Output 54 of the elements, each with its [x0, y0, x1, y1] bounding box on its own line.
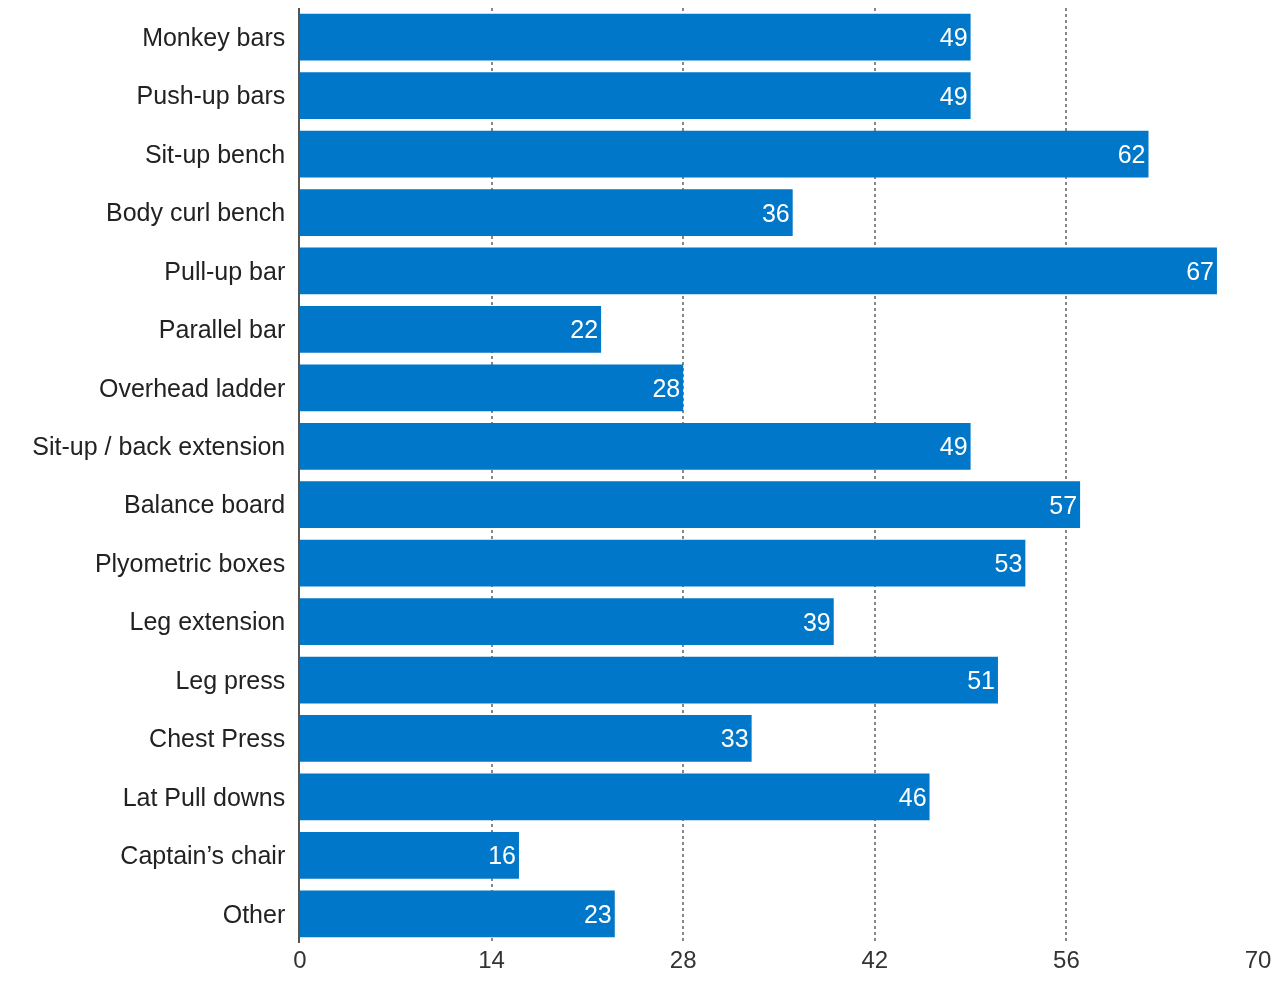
data-label: 49 — [939, 432, 968, 461]
data-label: 57 — [1049, 490, 1078, 519]
y-tick-label: Body curl bench — [105, 198, 286, 227]
y-tick-label: Leg extension — [129, 607, 286, 636]
y-tick-label: Sit-up / back extension — [32, 432, 286, 461]
bar — [300, 130, 1149, 178]
x-tick-label: 0 — [293, 946, 307, 973]
bar — [300, 13, 971, 61]
bar — [300, 715, 752, 762]
data-label: 36 — [761, 198, 790, 227]
data-label: 51 — [967, 666, 995, 695]
y-tick-label: Parallel bar — [158, 315, 286, 344]
bar — [300, 773, 930, 821]
bar — [300, 890, 615, 938]
y-tick-label: Lat Pull downs — [122, 782, 286, 811]
bar — [300, 598, 834, 645]
bar — [300, 422, 971, 470]
bar — [300, 364, 684, 412]
data-label: 33 — [720, 724, 749, 753]
y-tick-label: Plyometric boxes — [94, 548, 286, 577]
y-tick-label: Leg press — [175, 665, 286, 694]
x-tick-label: 42 — [861, 946, 889, 973]
data-label: 53 — [994, 549, 1023, 578]
y-tick-label: Chest Press — [149, 724, 286, 753]
bar — [300, 306, 602, 353]
data-label: 49 — [939, 81, 968, 110]
data-label: 39 — [802, 607, 831, 636]
x-tick-label: 28 — [669, 946, 697, 973]
data-label: 28 — [652, 373, 681, 402]
data-label: 62 — [1117, 140, 1146, 169]
bar — [300, 656, 998, 704]
bar — [300, 481, 1081, 529]
x-tick-label: 56 — [1053, 946, 1080, 973]
data-label: 49 — [939, 23, 968, 52]
y-tick-label: Push-up bars — [136, 81, 286, 110]
bar — [300, 539, 1026, 587]
bar — [300, 189, 793, 236]
y-tick-label: Other — [222, 899, 286, 928]
y-tick-label: Pull-up bar — [164, 256, 286, 285]
x-tick-label: 14 — [478, 946, 505, 973]
y-tick-label: Overhead ladder — [99, 373, 286, 402]
bar — [300, 72, 971, 120]
x-tick-label: 70 — [1244, 946, 1272, 973]
data-label: 46 — [898, 782, 927, 811]
y-tick-label: Sit-up bench — [144, 139, 286, 168]
data-label: 23 — [583, 899, 612, 928]
data-label: 22 — [570, 315, 599, 344]
y-tick-label: Balance board — [124, 490, 286, 519]
bar — [300, 831, 519, 879]
data-label: 16 — [488, 841, 516, 870]
y-tick-label: Captain’s chair — [120, 841, 286, 870]
y-tick-label: Monkey bars — [142, 22, 286, 51]
bar — [300, 247, 1217, 295]
data-label: 67 — [1186, 256, 1214, 285]
